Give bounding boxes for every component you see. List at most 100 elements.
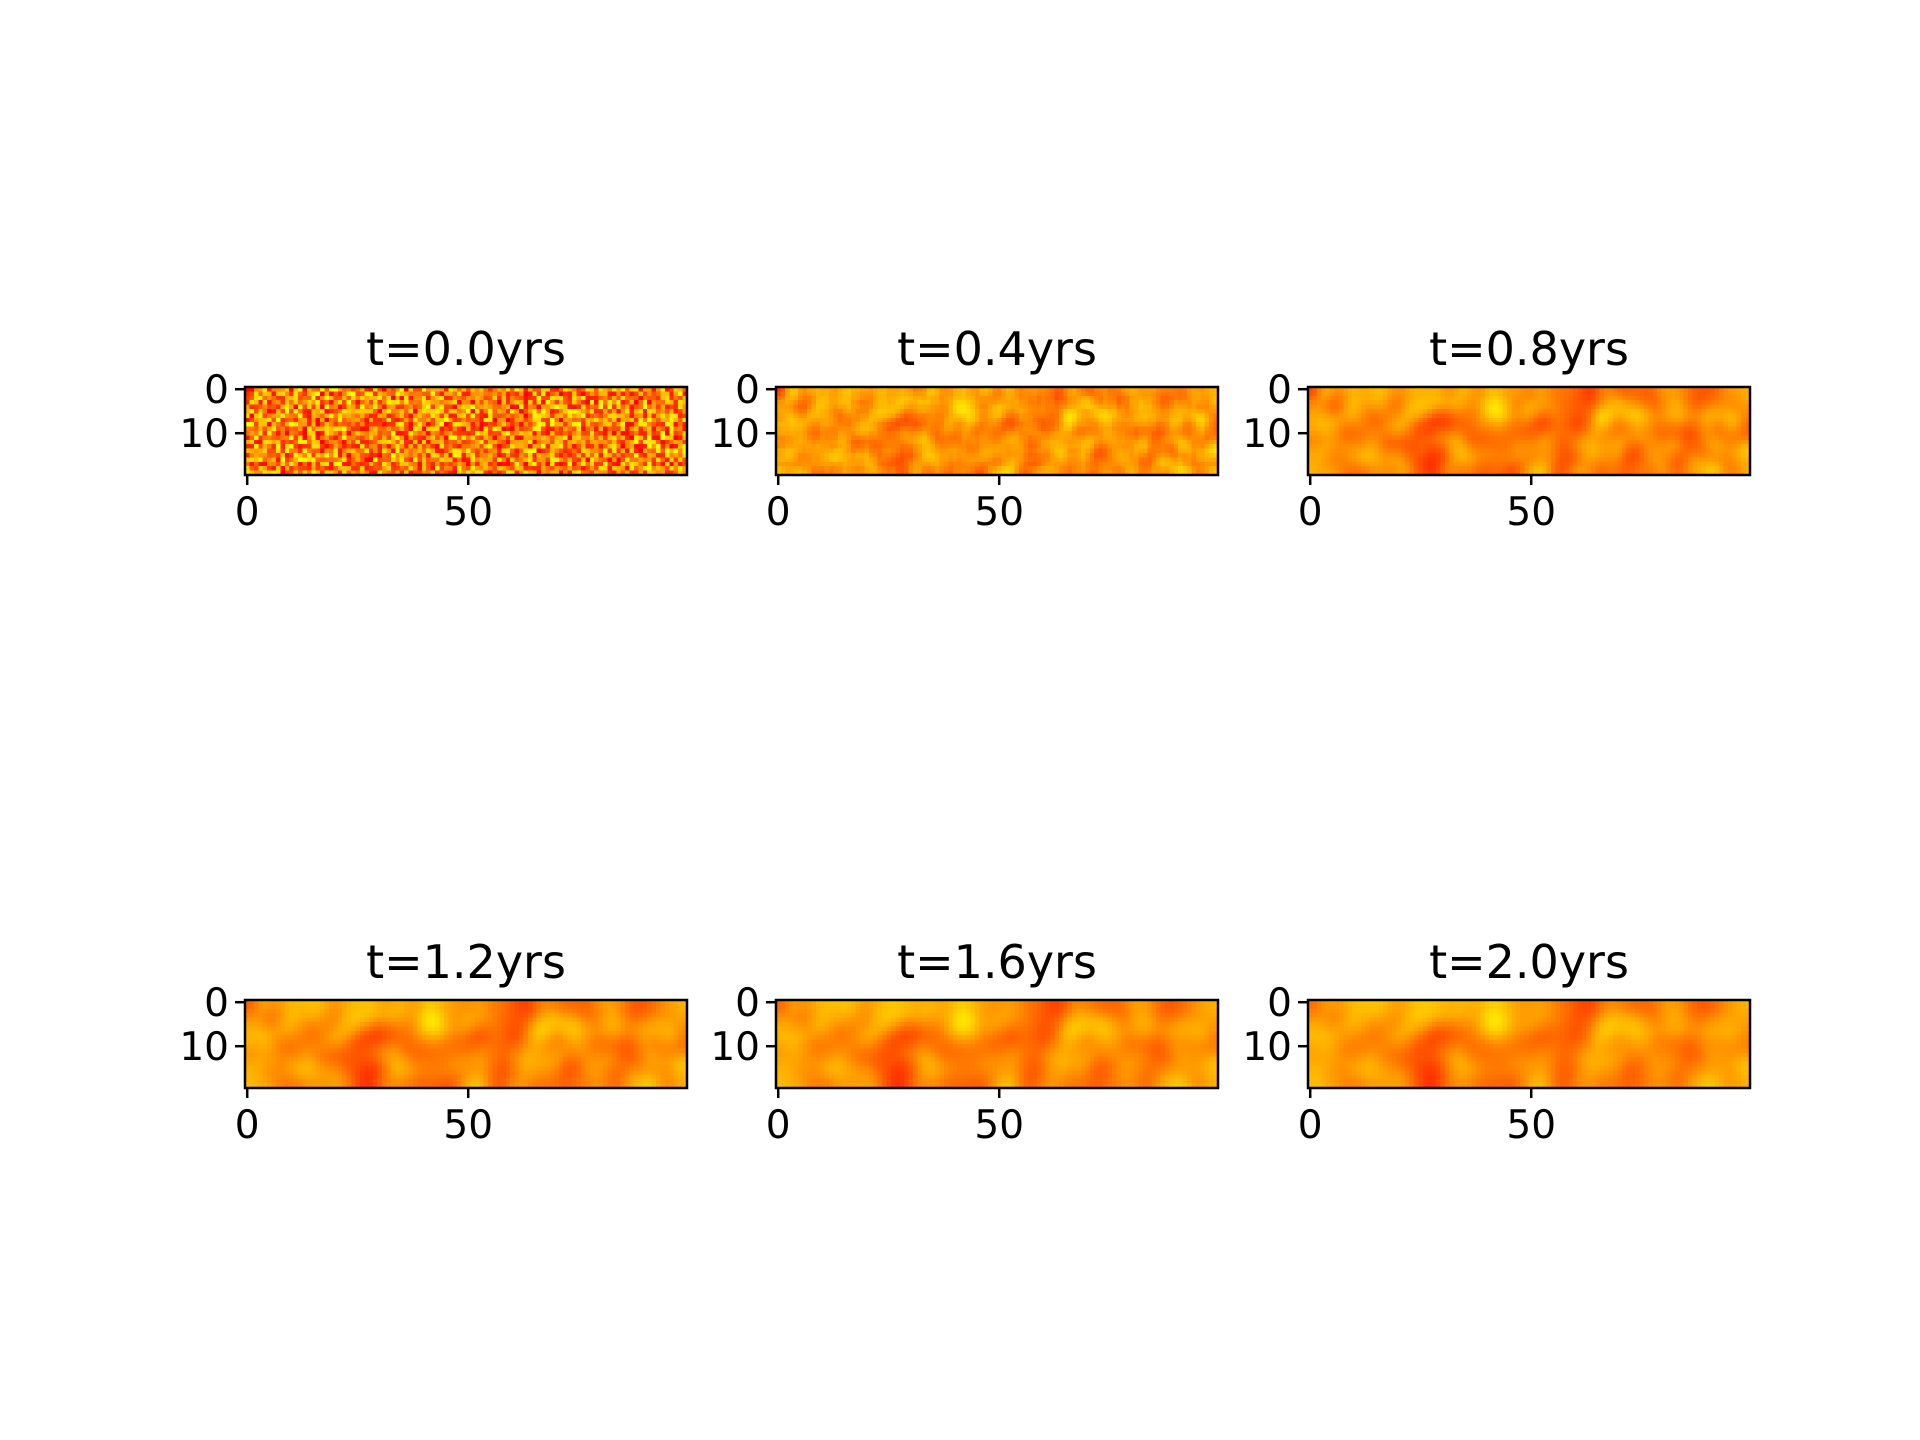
heatmap-cell bbox=[1626, 400, 1632, 406]
heatmap-cell bbox=[1599, 404, 1605, 410]
heatmap-cell bbox=[656, 395, 662, 401]
heatmap-cell bbox=[1142, 422, 1148, 428]
heatmap-cell bbox=[664, 391, 670, 397]
heatmap-cell bbox=[780, 417, 786, 423]
heatmap-cell bbox=[302, 422, 308, 428]
heatmap-cell bbox=[1502, 426, 1508, 432]
heatmap-cell bbox=[1458, 387, 1464, 392]
heatmap-cell bbox=[633, 439, 639, 445]
heatmap-cell bbox=[598, 422, 604, 428]
heatmap-cell bbox=[1595, 426, 1601, 432]
heatmap-cell bbox=[580, 444, 586, 450]
heatmap-cell bbox=[997, 431, 1003, 436]
heatmap-cell bbox=[678, 470, 684, 476]
heatmap-cell bbox=[523, 448, 529, 454]
heatmap-cell bbox=[1125, 431, 1131, 436]
heatmap-cell bbox=[682, 448, 688, 454]
heatmap-cell bbox=[466, 387, 472, 392]
heatmap-cell bbox=[315, 413, 321, 419]
heatmap-cell bbox=[1445, 413, 1451, 419]
heatmap-cell bbox=[1723, 417, 1729, 423]
heatmap-cell bbox=[616, 439, 622, 445]
heatmap-cell bbox=[1471, 417, 1477, 423]
heatmap-cell bbox=[1533, 395, 1539, 401]
heatmap-cell bbox=[589, 404, 595, 410]
heatmap-cell bbox=[1019, 409, 1025, 414]
heatmap-cell bbox=[598, 431, 604, 436]
heatmap-cell bbox=[1151, 422, 1157, 428]
heatmap-cell bbox=[1493, 404, 1499, 410]
heatmap-cell bbox=[1182, 448, 1188, 454]
heatmap-cell bbox=[474, 400, 480, 406]
heatmap-cell bbox=[908, 387, 914, 392]
heatmap-cell bbox=[851, 453, 857, 458]
heatmap-cell bbox=[864, 409, 870, 414]
heatmap-cell bbox=[280, 448, 286, 454]
heatmap-cell bbox=[1568, 426, 1574, 432]
heatmap-cell bbox=[435, 453, 441, 458]
heatmap-cell bbox=[642, 439, 648, 445]
heatmap-cell bbox=[1352, 400, 1358, 406]
heatmap-cell bbox=[589, 444, 595, 450]
heatmap-cell bbox=[1019, 435, 1025, 441]
heatmap-cell bbox=[961, 404, 967, 410]
heatmap-cell bbox=[846, 431, 852, 436]
heatmap-cell bbox=[682, 417, 688, 423]
heatmap-cell bbox=[815, 417, 821, 423]
heatmap-cell bbox=[1076, 453, 1082, 458]
heatmap-cell bbox=[1343, 391, 1349, 397]
heatmap-cell bbox=[585, 413, 591, 419]
heatmap-cell bbox=[258, 400, 264, 406]
heatmap-cell bbox=[868, 453, 874, 458]
heatmap-cell bbox=[824, 470, 830, 476]
heatmap-cell bbox=[1480, 417, 1486, 423]
heatmap-cell bbox=[952, 439, 958, 445]
heatmap-cell bbox=[882, 448, 888, 454]
heatmap-cell bbox=[324, 435, 330, 441]
heatmap-cell bbox=[1041, 395, 1047, 401]
heatmap-cell bbox=[1529, 422, 1535, 428]
heatmap-cell bbox=[298, 400, 304, 406]
heatmap-cell bbox=[328, 422, 334, 428]
heatmap-cell bbox=[1369, 413, 1375, 419]
heatmap-cell bbox=[249, 409, 255, 414]
heatmap-cell bbox=[1200, 470, 1206, 476]
heatmap-cell bbox=[532, 444, 538, 450]
heatmap-cell bbox=[1467, 395, 1473, 401]
heatmap-cell bbox=[855, 391, 861, 397]
heatmap-cell bbox=[1072, 417, 1078, 423]
heatmap-cell bbox=[642, 387, 648, 392]
heatmap-cell bbox=[249, 461, 255, 467]
heatmap-cell bbox=[611, 391, 617, 397]
heatmap-cell bbox=[315, 409, 321, 414]
heatmap-cell bbox=[678, 439, 684, 445]
heatmap-cell bbox=[483, 431, 489, 436]
heatmap-cell bbox=[638, 448, 644, 454]
heatmap-cell bbox=[1696, 391, 1702, 397]
heatmap-cell bbox=[1537, 413, 1543, 419]
heatmap-cell bbox=[806, 453, 812, 458]
heatmap-cell bbox=[1076, 466, 1082, 472]
heatmap-cell bbox=[1178, 413, 1184, 419]
heatmap-cell bbox=[1710, 422, 1716, 428]
heatmap-cell bbox=[1169, 426, 1175, 432]
heatmap-cell bbox=[359, 461, 365, 467]
heatmap-cell bbox=[1111, 466, 1117, 472]
heatmap-cell bbox=[1200, 409, 1206, 414]
heatmap-cell bbox=[267, 470, 273, 476]
heatmap-cell bbox=[576, 413, 582, 419]
heatmap-cell bbox=[802, 404, 808, 410]
heatmap-cell bbox=[558, 387, 564, 392]
heatmap-cell bbox=[798, 457, 804, 463]
heatmap-cell bbox=[284, 444, 290, 450]
heatmap-cell bbox=[461, 395, 467, 401]
heatmap-cell bbox=[859, 391, 865, 397]
heatmap-cell bbox=[868, 417, 874, 423]
heatmap-cell bbox=[1085, 417, 1091, 423]
heatmap-cell bbox=[576, 461, 582, 467]
heatmap-cell bbox=[620, 448, 626, 454]
heatmap-cell bbox=[1418, 391, 1424, 397]
heatmap-cell bbox=[1014, 409, 1020, 414]
heatmap-cell bbox=[1418, 413, 1424, 419]
heatmap-cell bbox=[1054, 457, 1060, 463]
